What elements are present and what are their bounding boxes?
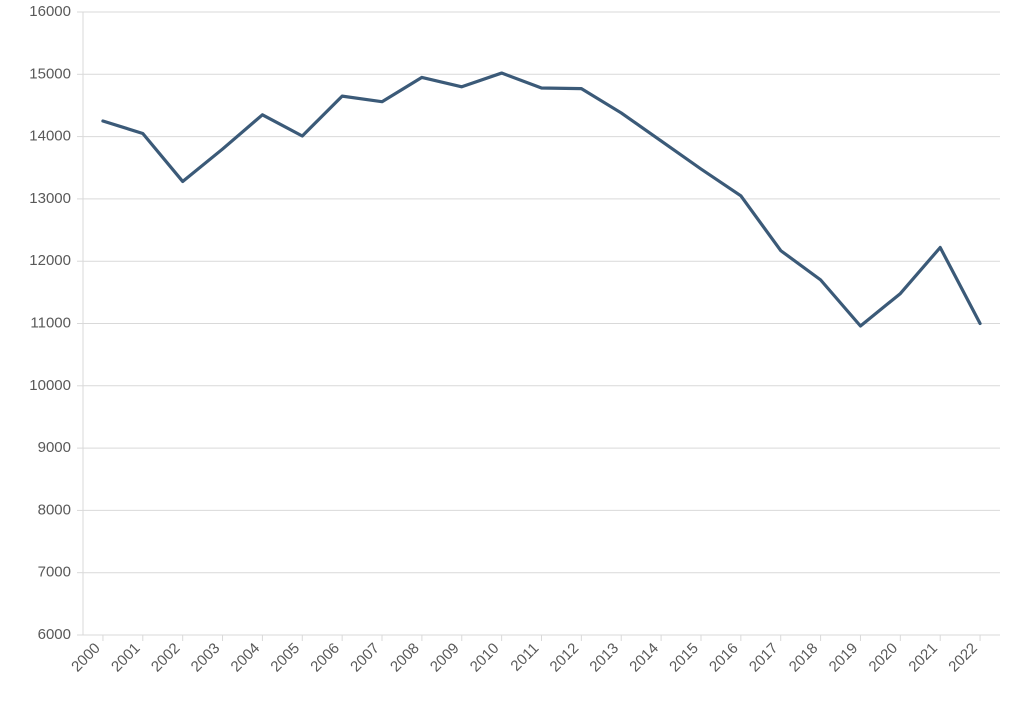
chart-bg xyxy=(0,0,1024,713)
y-tick-label: 16000 xyxy=(29,3,71,20)
y-tick-label: 8000 xyxy=(38,501,71,518)
y-tick-label: 9000 xyxy=(38,439,71,456)
y-tick-label: 15000 xyxy=(29,65,71,82)
y-tick-label: 11000 xyxy=(30,314,71,331)
y-tick-label: 10000 xyxy=(29,377,71,394)
line-chart: 6000 7000 8000 9000 10000 11000 12000 13000 1400… xyxy=(0,0,1024,713)
chart-svg: 6000 7000 8000 9000 10000 11000 12000 13000 1400… xyxy=(0,0,1024,713)
y-tick-label: 12000 xyxy=(29,252,71,269)
y-tick-label: 6000 xyxy=(38,626,71,643)
y-tick-label: 14000 xyxy=(29,128,71,145)
y-tick-label: 7000 xyxy=(38,564,71,581)
y-tick-label: 13000 xyxy=(29,190,71,207)
